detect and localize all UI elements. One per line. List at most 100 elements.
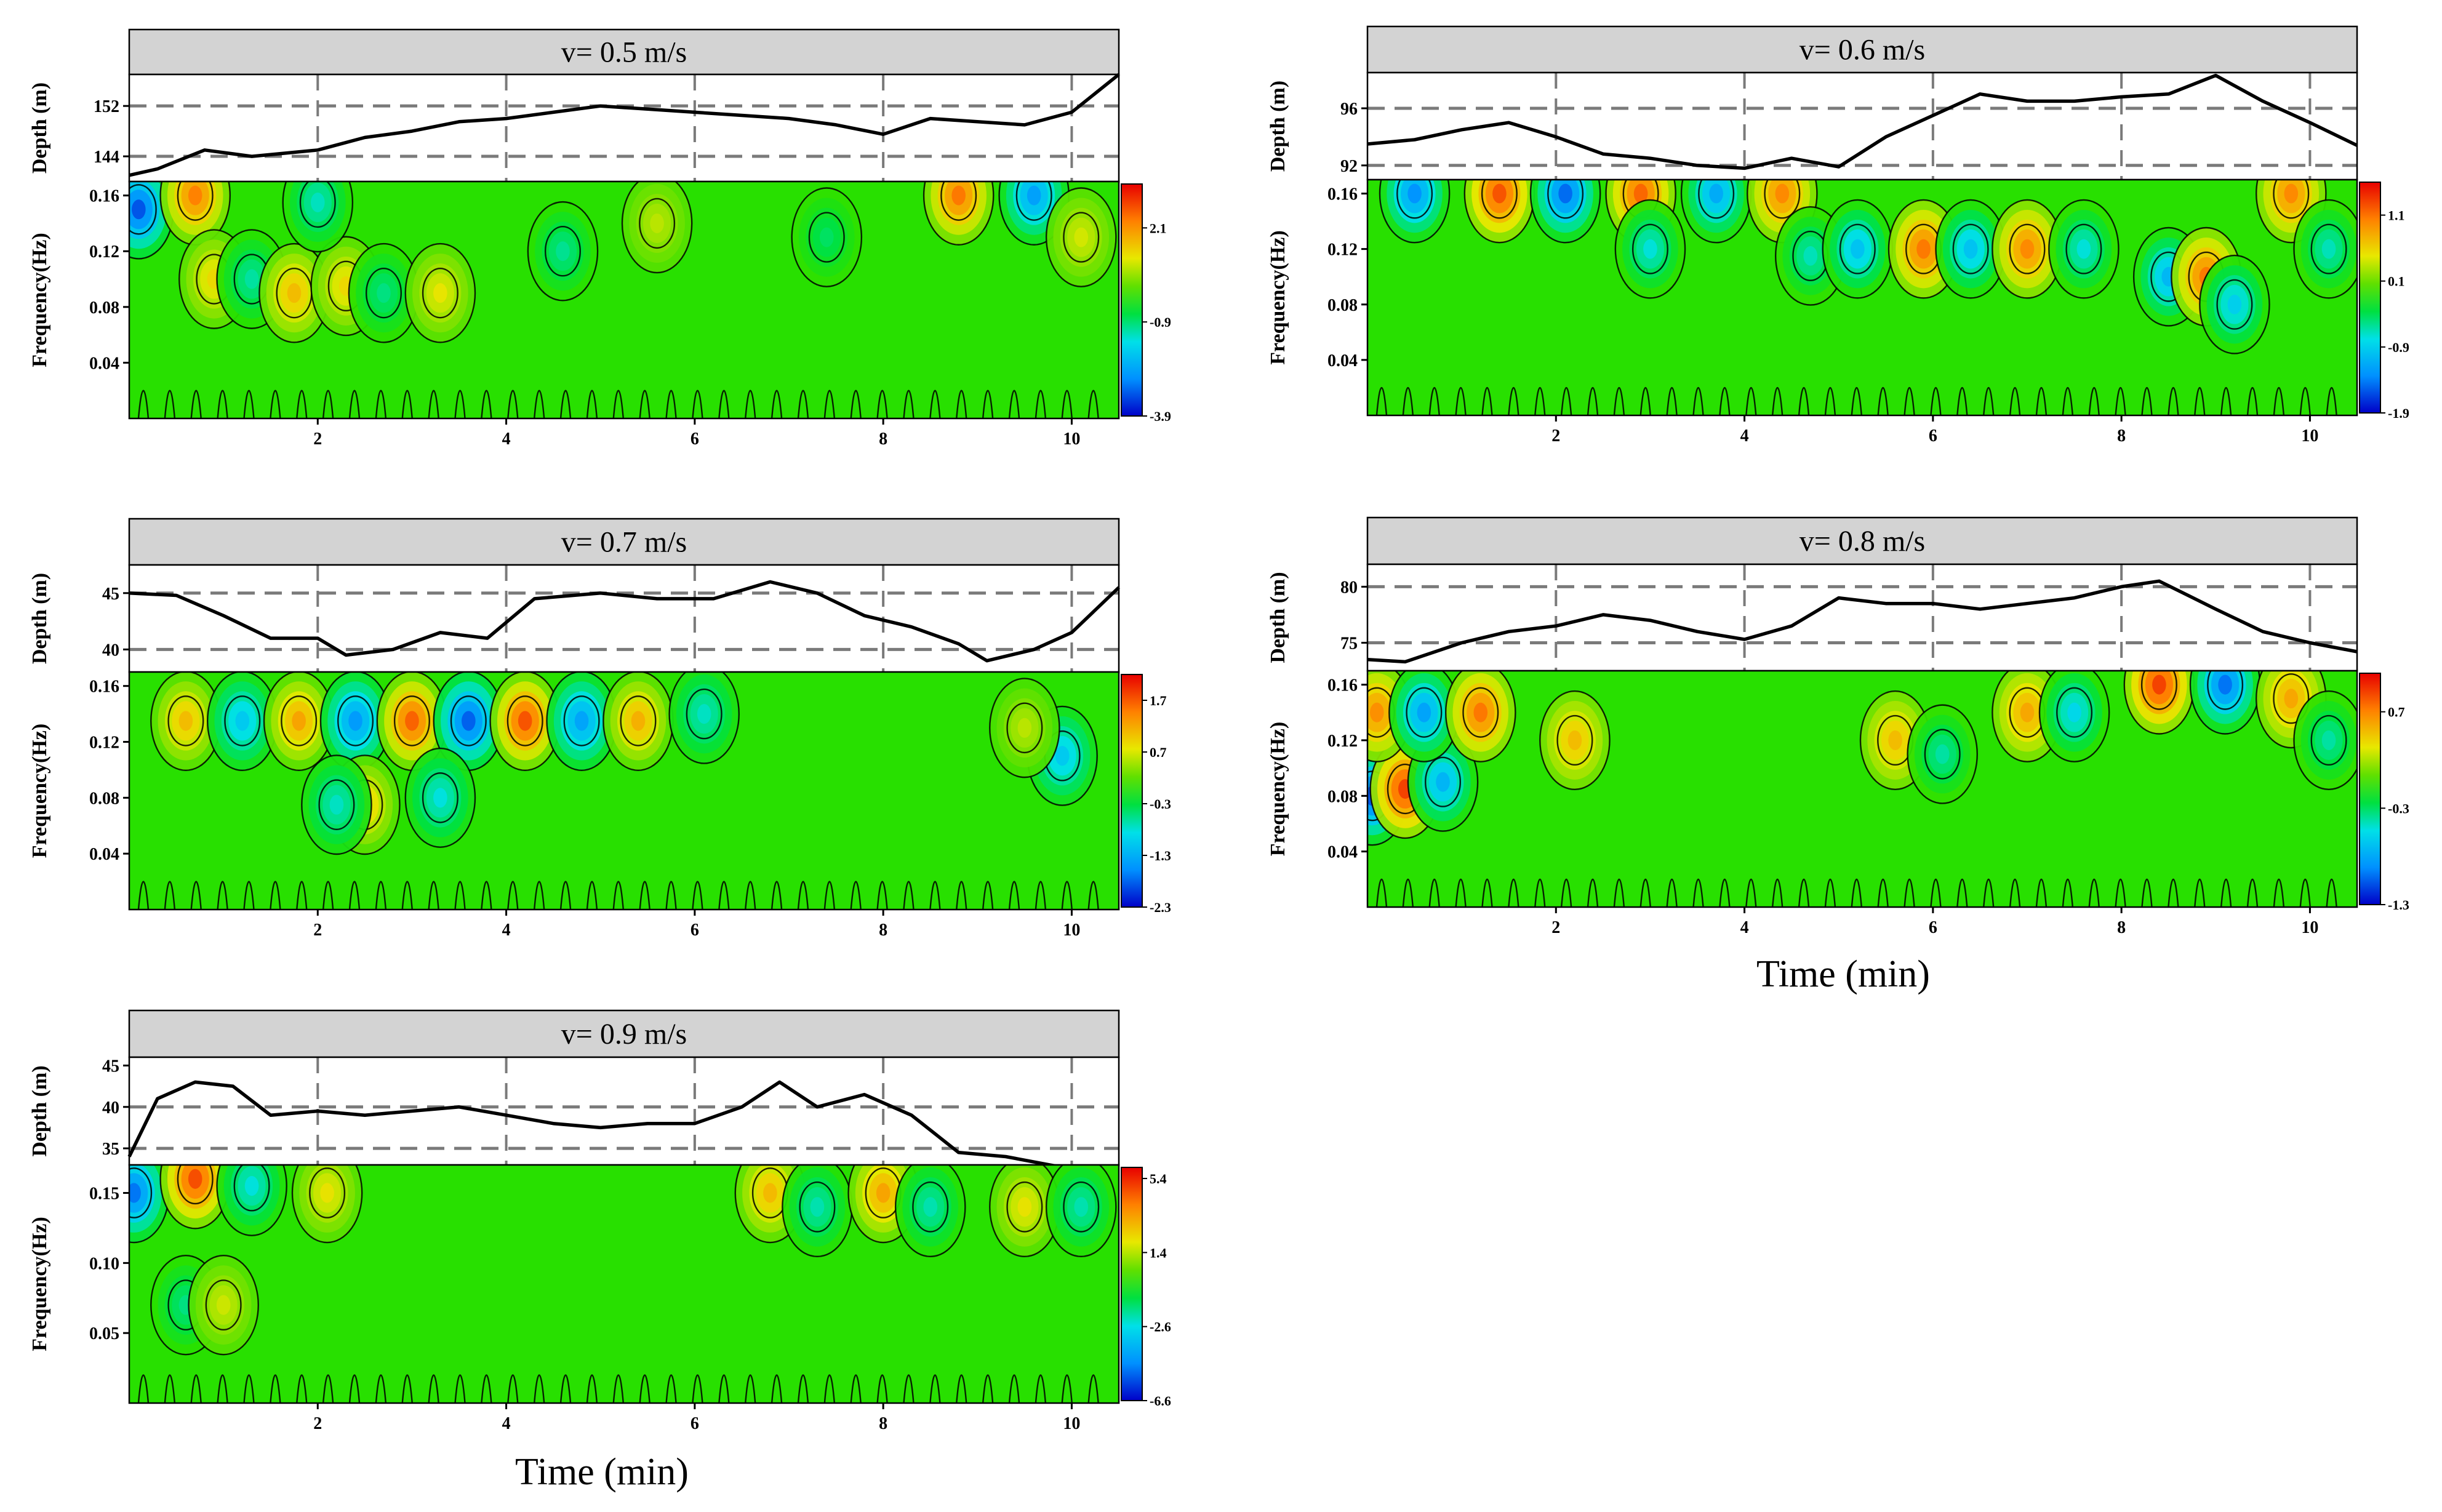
spectrum-fringe bbox=[1745, 878, 1757, 907]
spectrum-contour bbox=[2273, 180, 2310, 219]
title-band bbox=[128, 1009, 1120, 1058]
spectrum-fringe bbox=[2035, 386, 2048, 415]
spectrum-contour bbox=[167, 695, 204, 746]
spectrum-contour bbox=[450, 695, 487, 746]
spectrum-fringe bbox=[586, 390, 598, 418]
spectrum-fringe bbox=[956, 390, 967, 418]
spectrum-fringe bbox=[639, 390, 651, 418]
spectrum-contour bbox=[2256, 180, 2327, 244]
panel-title: v= 0.6 m/s bbox=[1799, 34, 1925, 66]
spectrum-fringe bbox=[164, 881, 176, 910]
depth-axis-label: Depth (m) bbox=[28, 1065, 51, 1156]
time-tick-label: 6 bbox=[1929, 426, 1937, 446]
spectrum-contour bbox=[299, 182, 336, 228]
spectrum-contour bbox=[620, 695, 657, 746]
spectrum-contour bbox=[216, 1165, 287, 1236]
spectrum-blob bbox=[1935, 744, 1950, 764]
spectrum-fringe bbox=[428, 390, 439, 418]
spectrum-fringe bbox=[692, 881, 703, 910]
spectrum-blob bbox=[2067, 702, 2081, 722]
spectrum-fringe bbox=[296, 881, 308, 910]
spectrum-fringe bbox=[929, 881, 941, 910]
spectrum-blob bbox=[1963, 239, 1978, 259]
spectrum-contour bbox=[1015, 182, 1052, 221]
spectrum-fringe bbox=[1455, 878, 1467, 907]
spectrum-fringe bbox=[823, 390, 836, 418]
spectrum-blob bbox=[2020, 702, 2035, 722]
spectrum-fringe bbox=[2246, 386, 2259, 415]
spectrum-frame bbox=[1366, 178, 2358, 417]
spectrum-contour bbox=[422, 267, 458, 319]
spectrum-blob bbox=[188, 185, 202, 206]
spectrum-fringe bbox=[850, 1374, 862, 1403]
spectrum-fringe bbox=[718, 390, 730, 418]
freq-axis-label: Frequency(Hz) bbox=[28, 233, 51, 367]
spectrum-blob bbox=[235, 711, 250, 731]
spectrum-fringe bbox=[1035, 881, 1047, 910]
spectrum-fringe bbox=[217, 390, 228, 418]
spectrum-fringe bbox=[797, 1374, 809, 1403]
spectrum-fringe bbox=[903, 390, 915, 418]
spectrum-fringe bbox=[823, 881, 836, 910]
spectrum-fringe bbox=[1087, 1374, 1099, 1403]
spectrum-fringe bbox=[586, 1374, 598, 1403]
spectrum-background bbox=[1367, 671, 2357, 907]
depth-series-line bbox=[129, 73, 1120, 177]
colorbar-tick-label: -6.6 bbox=[1150, 1393, 1171, 1409]
spectrum-blob bbox=[1567, 730, 1582, 750]
spectrum-fringe bbox=[771, 881, 783, 910]
spectrum-fringe bbox=[1587, 386, 1599, 415]
spectrum-fringe bbox=[348, 390, 361, 418]
spectrum-fringe bbox=[375, 1374, 387, 1403]
spectrum-fringe bbox=[375, 881, 387, 910]
spectrum-contour bbox=[1462, 687, 1499, 738]
colorbar-tick-label: 1.7 bbox=[1150, 693, 1167, 708]
spectrum-fringe bbox=[1983, 878, 1995, 907]
spectrum-contour bbox=[393, 695, 430, 746]
spectrum-fringe bbox=[137, 881, 150, 910]
spectrum-blob bbox=[763, 1183, 777, 1203]
time-tick-label: 2 bbox=[313, 921, 322, 940]
spectrum-fringe bbox=[1508, 878, 1519, 907]
title-band bbox=[128, 28, 1120, 76]
time-tick-label: 10 bbox=[1063, 1414, 1080, 1433]
spectrum-frame bbox=[128, 180, 1120, 420]
spectrum-fringe bbox=[612, 390, 625, 418]
spectrum-fringe bbox=[1428, 878, 1440, 907]
spectrum-fringe bbox=[982, 881, 994, 910]
panel-4: v= 0.9 m/s 45 40 35 Depth (m) 0.15 0.10 0.05 Fre… bbox=[28, 1009, 1171, 1433]
spectrum-contour bbox=[2273, 673, 2310, 724]
spectrum-contour bbox=[1556, 714, 1593, 766]
spectrum-blob bbox=[1074, 227, 1089, 247]
spectrum-blob bbox=[1017, 1197, 1032, 1217]
time-tick-label: 6 bbox=[691, 430, 699, 449]
spectrum-fringe bbox=[401, 390, 413, 418]
spectrum-fringe bbox=[1560, 386, 1572, 415]
spectrum-fringe bbox=[1719, 878, 1731, 907]
spectrum-fringe bbox=[533, 390, 545, 418]
spectrum-fringe bbox=[1877, 386, 1889, 415]
spectrum-contour bbox=[129, 1167, 153, 1218]
spectrum-contour bbox=[205, 1279, 242, 1331]
spectrum-fringe bbox=[1824, 386, 1836, 415]
spectrum-contour bbox=[1379, 180, 1451, 244]
spectrum-fringe bbox=[481, 390, 492, 418]
depth-tick-label: 75 bbox=[1340, 634, 1358, 653]
time-tick-label: 4 bbox=[502, 430, 511, 449]
freq-tick-label: 0.12 bbox=[89, 734, 119, 753]
spectrum-blob bbox=[2284, 183, 2299, 204]
spectrum-fringe bbox=[533, 1374, 545, 1403]
time-tick-label: 10 bbox=[1063, 921, 1080, 940]
spectrum-contour bbox=[1045, 1165, 1117, 1257]
spectrum-contour bbox=[1614, 199, 1686, 299]
spectrum-contour bbox=[544, 226, 581, 277]
spectrum-fringe bbox=[190, 881, 202, 910]
freq-axis-label: Frequency(Hz) bbox=[1267, 722, 1289, 856]
spectrum-fringe bbox=[401, 881, 413, 910]
spectrum-contour bbox=[1006, 1181, 1043, 1233]
spectrum-fringe bbox=[559, 881, 572, 910]
spectrum-blob bbox=[2218, 674, 2232, 695]
spectrum-fringe bbox=[428, 881, 439, 910]
